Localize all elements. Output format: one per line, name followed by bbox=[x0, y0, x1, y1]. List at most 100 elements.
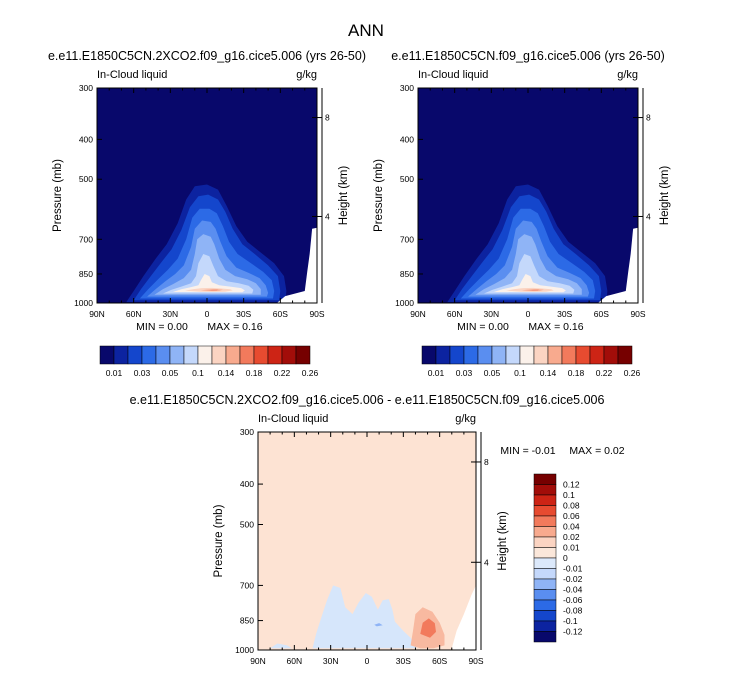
missing-data-region bbox=[451, 585, 476, 650]
colorbar-label: -0.08 bbox=[563, 606, 583, 616]
colorbar-swatch bbox=[211, 345, 227, 365]
height-axis-label: Height (km) bbox=[659, 166, 671, 226]
contour-positive-core bbox=[420, 618, 436, 638]
colorbar-swatch bbox=[463, 345, 479, 365]
colorbar-swatch bbox=[589, 345, 605, 365]
missing-data-region bbox=[597, 227, 638, 303]
y-tick-label: 1000 bbox=[74, 298, 93, 308]
colorbar-difference: 0.120.10.080.060.040.020.010-0.01-0.02-0… bbox=[533, 473, 583, 643]
contour-field bbox=[258, 432, 476, 650]
colorbar-swatch bbox=[239, 345, 255, 365]
colorbar-swatch bbox=[533, 589, 557, 601]
contour-band bbox=[172, 274, 245, 293]
colorbar-swatch bbox=[281, 345, 297, 365]
y-tick-label: 1000 bbox=[395, 298, 414, 308]
colorbar-swatch bbox=[533, 473, 557, 485]
height-tick-label: 8 bbox=[325, 113, 330, 123]
x-tick-label: 60N bbox=[126, 309, 142, 319]
colorbar-swatch bbox=[183, 345, 199, 365]
colorbar-label: -0.12 bbox=[563, 627, 583, 637]
y-tick-label: 850 bbox=[400, 269, 414, 279]
x-tick-label: 0 bbox=[526, 309, 531, 319]
y-tick-label: 500 bbox=[79, 174, 93, 184]
y-tick-label: 300 bbox=[400, 83, 414, 93]
colorbar-swatch bbox=[533, 547, 557, 559]
height-tick-label: 8 bbox=[646, 113, 651, 123]
colorbar-swatch bbox=[295, 345, 311, 365]
colorbar-swatch bbox=[253, 345, 269, 365]
colorbar-swatch bbox=[533, 620, 557, 632]
y-tick-label: 300 bbox=[79, 83, 93, 93]
colorbar-label: 0.03 bbox=[134, 368, 151, 378]
x-tick-label: 30S bbox=[557, 309, 572, 319]
colorbar-label: 0.1 bbox=[192, 368, 204, 378]
y-tick-label: 850 bbox=[79, 269, 93, 279]
colorbar-label: 0.1 bbox=[563, 490, 575, 500]
contour-negative-band bbox=[270, 643, 292, 649]
height-tick-label: 4 bbox=[325, 211, 330, 221]
height-tick-label: 4 bbox=[484, 557, 489, 567]
y-tick-label: 400 bbox=[79, 134, 93, 144]
x-tick-label: 30N bbox=[323, 656, 339, 666]
colorbar-label: 0.01 bbox=[106, 368, 123, 378]
colorbar-label: 0.08 bbox=[563, 501, 580, 511]
missing-data-region bbox=[276, 227, 317, 303]
y-axis-label: Pressure (mb) bbox=[213, 504, 225, 577]
colorbar-label: -0.06 bbox=[563, 595, 583, 605]
colorbar-label: -0.1 bbox=[563, 616, 578, 626]
panel-title: e.e11.E1850C5CN.2XCO2.f09_g16.cice5.006 … bbox=[48, 49, 366, 63]
colorbar-swatch bbox=[155, 345, 171, 365]
x-tick-label: 90S bbox=[468, 656, 483, 666]
colorbar-label: 0.18 bbox=[568, 368, 585, 378]
colorbar-label: 0.03 bbox=[456, 368, 473, 378]
x-tick-label: 60S bbox=[594, 309, 609, 319]
colorbar-swatch bbox=[519, 345, 535, 365]
colorbar-swatch bbox=[421, 345, 437, 365]
colorbar-swatch bbox=[225, 345, 241, 365]
y-tick-label: 500 bbox=[240, 519, 254, 529]
colorbar-swatch bbox=[169, 345, 185, 365]
colorbar-swatch bbox=[533, 557, 557, 569]
y-tick-label: 700 bbox=[79, 234, 93, 244]
units-label: g/kg bbox=[455, 413, 476, 425]
height-axis-label: Height (km) bbox=[338, 166, 350, 226]
colorbar-label: 0.01 bbox=[563, 543, 580, 553]
figure-title: ANN bbox=[348, 21, 384, 40]
colorbar-swatch bbox=[533, 505, 557, 517]
max-value: MAX = 0.02 bbox=[569, 445, 624, 457]
contour-band bbox=[484, 254, 575, 294]
colorbar-label: 0.04 bbox=[563, 522, 580, 532]
colorbar-label: 0.05 bbox=[484, 368, 501, 378]
units-label: g/kg bbox=[617, 69, 638, 81]
colorbar-label: 0.05 bbox=[162, 368, 179, 378]
colorbar-swatch bbox=[267, 345, 283, 365]
variable-label: In-Cloud liquid bbox=[97, 69, 167, 81]
colorbar-swatch bbox=[533, 599, 557, 611]
panel-title: e.e11.E1850C5CN.f09_g16.cice5.006 (yrs 2… bbox=[391, 49, 665, 63]
colorbar-swatch bbox=[617, 345, 633, 365]
y-tick-label: 700 bbox=[400, 234, 414, 244]
x-tick-label: 30S bbox=[396, 656, 411, 666]
contour-field bbox=[418, 88, 638, 303]
colorbar-swatch bbox=[533, 345, 549, 365]
colorbar-swatch bbox=[533, 578, 557, 590]
x-tick-label: 60S bbox=[432, 656, 447, 666]
min-value: MIN = 0.00 bbox=[136, 321, 188, 333]
y-tick-label: 500 bbox=[400, 174, 414, 184]
colorbar-swatch bbox=[533, 494, 557, 506]
x-tick-label: 0 bbox=[205, 309, 210, 319]
colorbar-label: 0.14 bbox=[540, 368, 557, 378]
variable-label: In-Cloud liquid bbox=[418, 69, 488, 81]
y-axis-label: Pressure (mb) bbox=[52, 159, 64, 232]
x-tick-label: 90N bbox=[250, 656, 266, 666]
x-tick-label: 0 bbox=[365, 656, 370, 666]
colorbar-swatch bbox=[603, 345, 619, 365]
colorbar-swatch bbox=[575, 345, 591, 365]
x-tick-label: 60N bbox=[287, 656, 303, 666]
contour-band bbox=[493, 274, 566, 293]
colorbar-swatch bbox=[533, 568, 557, 580]
colorbar-swatch bbox=[505, 345, 521, 365]
colorbar-swatch bbox=[99, 345, 115, 365]
panel-title: e.e11.E1850C5CN.2XCO2.f09_g16.cice5.006 … bbox=[130, 393, 605, 407]
colorbar-swatch bbox=[533, 515, 557, 527]
